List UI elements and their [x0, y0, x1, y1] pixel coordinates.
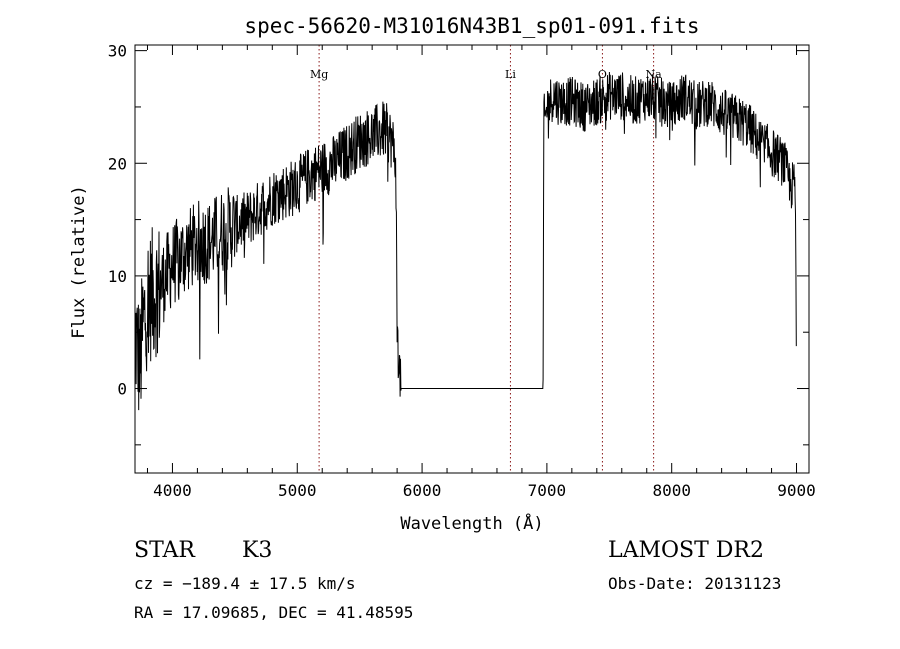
x-tick-label: 4000 — [153, 481, 192, 500]
obs-date: Obs-Date: 20131123 — [608, 574, 782, 593]
y-axis-label: Flux (relative) — [69, 185, 89, 339]
object-subclass: K3 — [242, 538, 273, 563]
spectrum-line — [134, 71, 797, 411]
x-tick-label: 9000 — [777, 481, 816, 500]
x-tick-label: 5000 — [278, 481, 317, 500]
y-tick-label: 10 — [108, 267, 127, 286]
feature-label-mg: Mg — [310, 68, 328, 81]
y-tick-label: 0 — [117, 380, 127, 399]
y-tick-label: 30 — [108, 42, 127, 61]
feature-label-li: Li — [505, 68, 516, 81]
x-tick-label: 7000 — [528, 481, 567, 500]
x-tick-label: 6000 — [403, 481, 442, 500]
survey-name: LAMOST DR2 — [608, 538, 764, 563]
x-tick-label: 8000 — [652, 481, 691, 500]
feature-label-o: O — [598, 68, 607, 81]
object-class: STAR — [134, 538, 195, 563]
redshift-cz: cz = −189.4 ± 17.5 km/s — [134, 574, 356, 593]
coordinates: RA = 17.09685, DEC = 41.48595 — [134, 603, 414, 622]
x-axis-label: Wavelength (Å) — [400, 512, 543, 534]
y-tick-label: 20 — [108, 154, 127, 173]
chart-title: spec-56620-M31016N43B1_sp01-091.fits — [244, 14, 699, 38]
